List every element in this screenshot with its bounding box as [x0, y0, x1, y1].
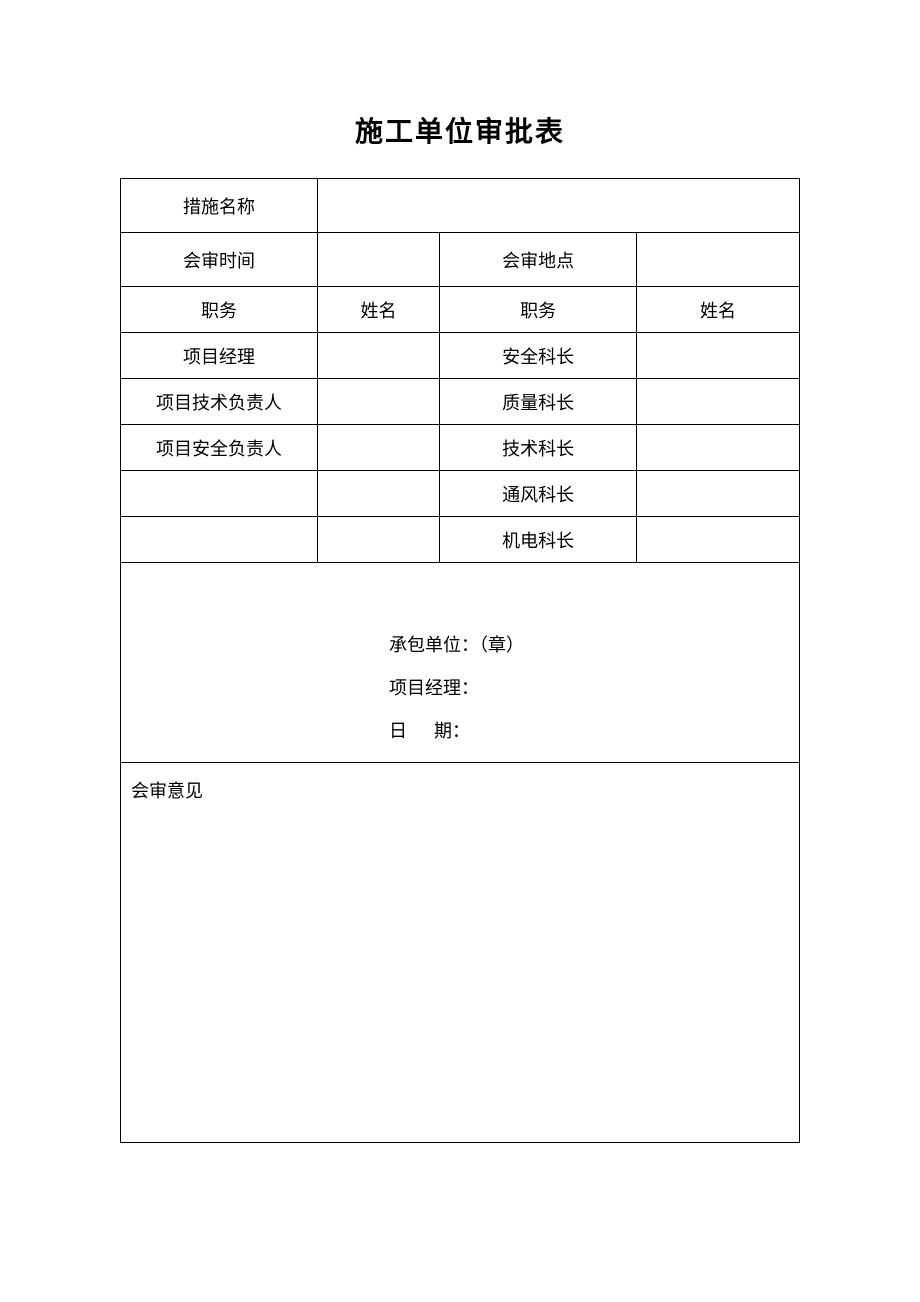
label-review-place: 会审地点 [440, 233, 637, 287]
value-electromech-chief [637, 517, 800, 563]
approval-table: 措施名称 会审时间 会审地点 职务 姓名 职务 姓名 项目经理 安全科长 项目技… [120, 178, 800, 1143]
value-review-place [637, 233, 800, 287]
row-signature: 承包单位：（章） 项目经理： 日 期： [121, 563, 800, 763]
empty-cell-3 [121, 517, 318, 563]
row-review-time: 会审时间 会审地点 [121, 233, 800, 287]
opinion-block: 会审意见 [121, 763, 800, 1143]
empty-cell-1 [121, 471, 318, 517]
value-tech-lead [317, 379, 439, 425]
empty-cell-4 [317, 517, 439, 563]
row-ventilation: 通风科长 [121, 471, 800, 517]
label-tech-lead: 项目技术负责人 [121, 379, 318, 425]
label-safety-chief: 安全科长 [440, 333, 637, 379]
signature-date: 日 期： [389, 710, 799, 753]
row-pm: 项目经理 安全科长 [121, 333, 800, 379]
header-position-2: 职务 [440, 287, 637, 333]
row-header: 职务 姓名 职务 姓名 [121, 287, 800, 333]
header-name-2: 姓名 [637, 287, 800, 333]
label-project-manager: 项目经理 [121, 333, 318, 379]
label-tech-chief: 技术科长 [440, 425, 637, 471]
signature-contractor: 承包单位：（章） [389, 624, 799, 667]
document-title: 施工单位审批表 [120, 110, 800, 150]
header-name-1: 姓名 [317, 287, 439, 333]
value-ventilation-chief [637, 471, 800, 517]
empty-cell-2 [317, 471, 439, 517]
label-safety-lead: 项目安全负责人 [121, 425, 318, 471]
value-project-manager [317, 333, 439, 379]
row-tech-lead: 项目技术负责人 质量科长 [121, 379, 800, 425]
header-position-1: 职务 [121, 287, 318, 333]
signature-block: 承包单位：（章） 项目经理： 日 期： [121, 563, 800, 763]
row-measure-name: 措施名称 [121, 179, 800, 233]
label-quality-chief: 质量科长 [440, 379, 637, 425]
value-tech-chief [637, 425, 800, 471]
value-review-time [317, 233, 439, 287]
row-safety-lead: 项目安全负责人 技术科长 [121, 425, 800, 471]
value-quality-chief [637, 379, 800, 425]
row-opinion: 会审意见 [121, 763, 800, 1143]
label-review-time: 会审时间 [121, 233, 318, 287]
signature-manager: 项目经理： [389, 667, 799, 710]
label-ventilation-chief: 通风科长 [440, 471, 637, 517]
label-electromech-chief: 机电科长 [440, 517, 637, 563]
value-measure-name [317, 179, 799, 233]
value-safety-chief [637, 333, 800, 379]
value-safety-lead [317, 425, 439, 471]
label-measure-name: 措施名称 [121, 179, 318, 233]
row-electromechanical: 机电科长 [121, 517, 800, 563]
